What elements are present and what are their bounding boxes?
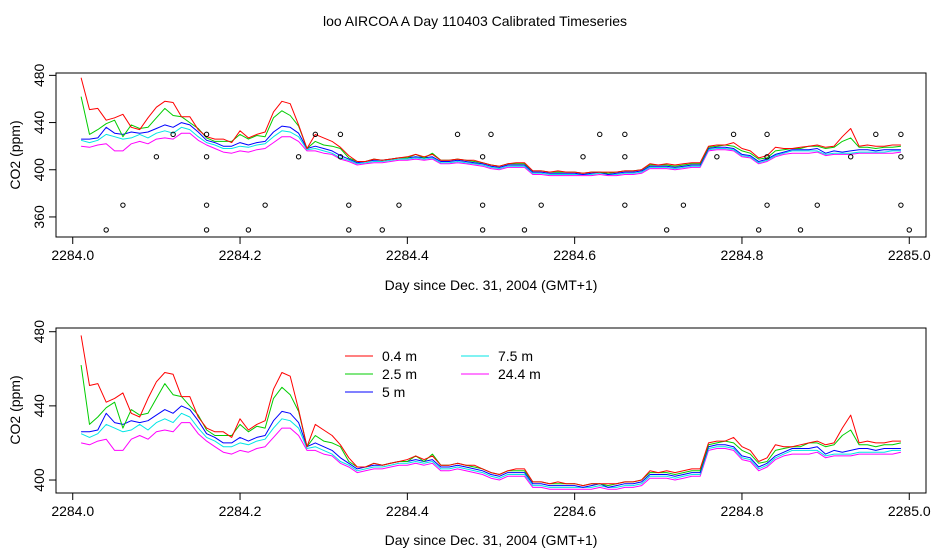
upper-marker-point	[337, 131, 344, 138]
upper-marker-point	[346, 202, 352, 208]
upper-marker-point	[797, 227, 804, 233]
upper-series-24-4-m-line	[81, 132, 901, 177]
lower-series-0-4-m-line	[80, 335, 901, 487]
upper-marker-point	[396, 202, 402, 208]
upper-marker-point	[103, 227, 109, 233]
upper-x-tick-label: 2284.2	[219, 247, 262, 263]
upper-marker-point	[622, 202, 628, 208]
lower-x-tick-label: 2285.0	[888, 503, 931, 519]
upper-marker-point	[597, 131, 603, 138]
upper-marker-point	[814, 202, 820, 208]
upper-marker-point	[622, 154, 628, 160]
upper-marker-point	[730, 131, 737, 138]
upper-marker-point	[764, 131, 770, 138]
legend: 0.4 m 2.5 m 5 m 7.5 m 24.4 m	[345, 348, 541, 400]
upper-marker-point	[764, 154, 770, 160]
upper-marker-point	[755, 227, 762, 233]
upper-marker-point	[764, 202, 770, 208]
upper-marker-point	[538, 202, 544, 208]
lower-series-7-5-m-line	[80, 412, 901, 488]
upper-x-axis-label: Day since Dec. 31, 2004 (GMT+1)	[385, 277, 598, 293]
lower-x-tick-label: 2284.4	[386, 503, 429, 519]
upper-marker-point	[170, 131, 176, 138]
upper-series-7-5-m-line	[80, 126, 901, 175]
upper-x-tick-label: 2285.0	[888, 247, 931, 263]
upper-x-tick-label: 2284.8	[721, 247, 764, 263]
lower-y-tick-label: 400	[31, 468, 47, 492]
legend-label: 5 m	[382, 384, 405, 400]
upper-marker-point	[120, 202, 126, 208]
upper-x-tick-label: 2284.4	[386, 247, 429, 263]
upper-plot-frame	[55, 72, 927, 238]
figure-title: loo AIRCOA A Day 110403 Calibrated Times…	[323, 13, 627, 29]
lower-x-tick-label: 2284.0	[51, 503, 94, 519]
upper-marker-point	[580, 154, 586, 160]
upper-y-tick-label: 400	[31, 158, 47, 182]
legend-label: 2.5 m	[382, 366, 417, 382]
legend-label: 0.4 m	[382, 348, 417, 364]
upper-y-tick-label: 480	[31, 63, 47, 87]
upper-marker-point	[521, 227, 528, 233]
upper-marker-point	[245, 227, 252, 233]
upper-x-tick-label: 2284.6	[553, 247, 596, 263]
upper-panel: Day since Dec. 31, 2004 (GMT+1) CO2 (ppm…	[7, 63, 931, 293]
upper-marker-point	[898, 131, 904, 138]
lower-series-5-m-line	[81, 405, 901, 488]
upper-marker-point	[379, 227, 385, 233]
upper-marker-point	[663, 227, 670, 233]
lower-x-axis-label: Day since Dec. 31, 2004 (GMT+1)	[385, 532, 598, 548]
upper-marker-point	[262, 202, 268, 208]
upper-marker-point	[203, 154, 210, 160]
upper-marker-point	[153, 154, 160, 160]
upper-marker-point	[346, 227, 352, 233]
upper-marker-point	[622, 131, 628, 138]
upper-x-tick-label: 2284.0	[51, 247, 94, 263]
upper-marker-point	[337, 154, 344, 160]
upper-marker-point	[898, 202, 904, 208]
upper-marker-point	[203, 227, 210, 233]
lower-x-tick-label: 2284.2	[219, 503, 262, 519]
upper-marker-point	[203, 131, 210, 138]
lower-panel: Day since Dec. 31, 2004 (GMT+1) CO2 (ppm…	[7, 320, 931, 548]
upper-marker-point	[714, 154, 720, 160]
upper-y-tick-label: 440	[31, 111, 47, 135]
upper-series-0-4-m-line	[80, 77, 901, 174]
upper-marker-point	[488, 131, 494, 138]
upper-marker-point	[454, 131, 461, 138]
upper-marker-point	[898, 154, 904, 160]
upper-marker-point	[312, 131, 319, 138]
lower-x-tick-label: 2284.8	[721, 503, 764, 519]
lower-series-24-4-m-line	[80, 422, 902, 490]
lower-x-tick-label: 2284.6	[553, 503, 596, 519]
upper-marker-point	[848, 154, 854, 160]
legend-label: 24.4 m	[498, 366, 541, 382]
upper-y-axis-label: CO2 (ppm)	[7, 120, 23, 189]
upper-marker-point	[479, 154, 486, 160]
legend-label: 7.5 m	[498, 348, 533, 364]
upper-series-5-m-line	[81, 122, 901, 175]
lower-y-tick-label: 480	[31, 320, 47, 344]
upper-marker-point	[873, 131, 879, 138]
lower-plot-frame	[55, 327, 927, 494]
lower-y-axis-label: CO2 (ppm)	[7, 375, 23, 444]
upper-marker-point	[295, 154, 302, 160]
upper-marker-point	[680, 202, 687, 208]
upper-marker-point	[906, 227, 912, 233]
upper-marker-point	[479, 202, 486, 208]
upper-marker-point	[479, 227, 486, 233]
lower-y-tick-label: 440	[31, 394, 47, 418]
upper-marker-point	[203, 202, 210, 208]
upper-y-tick-label: 360	[31, 205, 47, 229]
